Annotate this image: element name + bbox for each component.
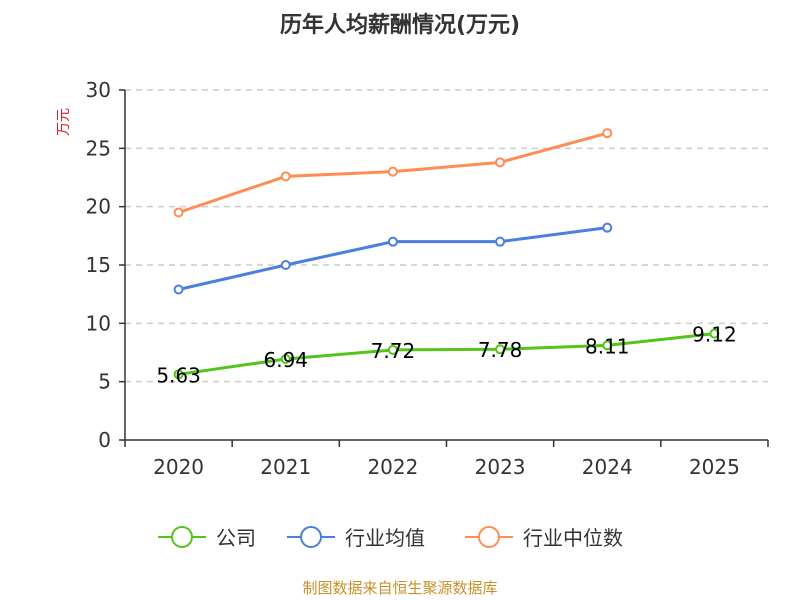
data-point (709, 328, 720, 339)
chart-title: 历年人均薪酬情况(万元) (280, 12, 520, 38)
data-label: 5.63 (156, 363, 201, 387)
y-axis-unit: 万元 (56, 108, 72, 136)
data-point (387, 344, 398, 355)
data-point (280, 354, 291, 365)
x-tick-label: 2024 (582, 455, 633, 479)
x-tick-label: 2021 (260, 455, 311, 479)
legend-item: 行业中位数 (465, 526, 623, 550)
y-tick-label: 0 (98, 428, 111, 452)
legend-marker-icon (171, 526, 193, 548)
data-point (495, 236, 506, 247)
data-point (602, 128, 613, 139)
data-point (387, 236, 398, 247)
x-tick-label: 2023 (475, 455, 526, 479)
series-line (178, 332, 715, 376)
legend-item: 行业均值 (287, 526, 425, 550)
data-point (280, 260, 291, 270)
data-point (602, 340, 613, 351)
data-label: 9.12 (692, 323, 737, 347)
y-tick-label: 30 (86, 78, 111, 102)
y-tick-label: 10 (86, 311, 111, 335)
data-point (387, 166, 398, 177)
y-tick-label: 25 (86, 136, 111, 160)
legend-marker-icon (300, 526, 322, 548)
data-point (602, 222, 613, 233)
data-label: 6.94 (263, 348, 308, 372)
data-source: 制图数据来自恒生聚源数据库 (302, 579, 497, 597)
legend-label: 公司 (216, 526, 256, 550)
y-tick-label: 20 (86, 195, 111, 219)
data-point (495, 157, 506, 168)
data-label: 8.11 (585, 334, 630, 358)
legend-marker-icon (478, 526, 500, 548)
data-label: 7.78 (478, 338, 523, 362)
data-label: 7.72 (371, 339, 416, 363)
y-tick-label: 5 (98, 370, 111, 394)
data-point (280, 171, 291, 182)
x-tick-label: 2025 (689, 455, 740, 479)
x-tick-label: 2022 (367, 455, 418, 479)
data-point (173, 284, 184, 295)
x-tick-label: 2020 (153, 455, 204, 479)
data-point (173, 207, 184, 218)
data-point (495, 344, 506, 355)
data-point (173, 369, 184, 380)
legend-label: 行业均值 (345, 526, 425, 550)
y-tick-label: 15 (86, 253, 111, 277)
legend-item: 公司 (158, 526, 256, 550)
legend-label: 行业中位数 (523, 526, 623, 550)
